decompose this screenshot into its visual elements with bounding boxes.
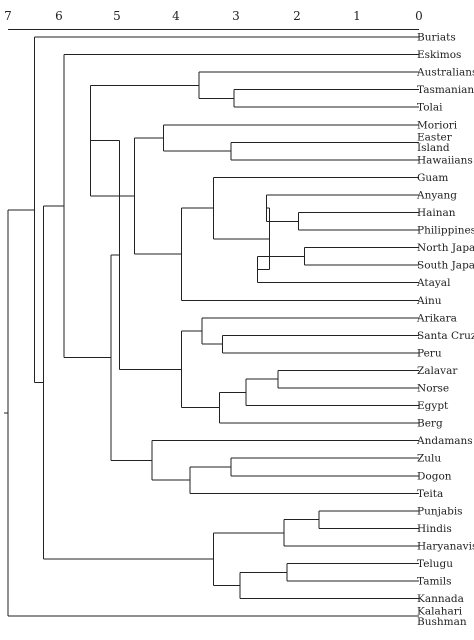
leaf-label-line: Egypt xyxy=(417,400,449,412)
leaf-label-easter-island: Easter Island xyxy=(417,132,453,155)
leaf-label-punjabis: Punjabis xyxy=(417,505,463,517)
leaf-label-line: Santa Cruz xyxy=(417,330,474,342)
leaf-label-line: Bushman xyxy=(417,616,467,628)
leaf-label-ainu: Ainu xyxy=(416,295,442,307)
leaf-label-kannada: Kannada xyxy=(417,593,464,605)
leaf-label-line: Anyang xyxy=(416,190,457,202)
leaf-label-line: Moriori xyxy=(417,119,458,131)
leaf-label-philippines: Philippines xyxy=(417,225,474,237)
leaf-label-tasmanians: Tasmanians xyxy=(417,84,474,96)
leaf-label-moriori: Moriori xyxy=(417,119,458,131)
leaf-label-santa-cruz: Santa Cruz xyxy=(417,330,474,342)
leaf-label-peru: Peru xyxy=(417,347,442,359)
leaf-label-eskimos: Eskimos xyxy=(417,49,461,61)
leaf-label-line: Andamans xyxy=(416,435,473,447)
leaf-label-arikara: Arikara xyxy=(416,312,457,324)
leaf-label-line: Tamils xyxy=(417,576,452,588)
leaf-label-australians: Australians xyxy=(416,67,474,79)
leaf-labels: Buriats Eskimos Australians Tasmanians Tolai… xyxy=(416,32,474,628)
leaf-label-telugu: Telugu xyxy=(417,558,453,570)
tree-edges xyxy=(4,36,419,617)
leaf-label-line: Australians xyxy=(416,67,474,79)
leaf-label-line: Ainu xyxy=(416,295,442,307)
leaf-label-line: Hainan xyxy=(417,207,456,219)
tick-label-1: 1 xyxy=(353,9,361,23)
leaf-label-line: Guam xyxy=(417,172,448,184)
leaf-label-line: Norse xyxy=(417,383,449,395)
leaf-label-south-japan: South Japan xyxy=(417,260,474,272)
tick-label-5: 5 xyxy=(113,9,121,23)
leaf-label-line: Buriats xyxy=(417,32,456,44)
leaf-label-line: Telugu xyxy=(417,558,453,570)
leaf-label-line: Island xyxy=(417,142,450,154)
leaf-label-andamans: Andamans xyxy=(416,435,473,447)
leaf-label-dogon: Dogon xyxy=(417,470,452,482)
leaf-label-berg: Berg xyxy=(417,418,443,430)
leaf-label-line: Kalahari xyxy=(417,605,463,617)
leaf-label-atayal: Atayal xyxy=(416,277,451,289)
leaf-label-line: Philippines xyxy=(417,225,474,237)
leaf-label-line: Haryanavis xyxy=(417,541,474,553)
leaf-label-zalavar: Zalavar xyxy=(417,365,458,377)
leaf-label-line: Atayal xyxy=(416,277,451,289)
leaf-label-line: Berg xyxy=(417,418,443,430)
leaf-label-zulu: Zulu xyxy=(417,453,441,465)
leaf-label-hawaiians: Hawaiians xyxy=(417,154,473,166)
leaf-label-line: Peru xyxy=(417,347,442,359)
leaf-label-guam: Guam xyxy=(417,172,448,184)
leaf-label-kalahari-bushman: Kalahari Bushman xyxy=(417,605,467,628)
leaf-label-line: Arikara xyxy=(416,312,457,324)
distance-axis: 7 6 5 4 3 2 1 0 xyxy=(4,9,423,30)
leaf-label-line: Zalavar xyxy=(417,365,458,377)
leaf-label-hindis: Hindis xyxy=(417,523,452,535)
tick-label-0: 0 xyxy=(415,9,423,23)
leaf-label-haryanavis: Haryanavis xyxy=(417,541,474,553)
leaf-label-tolai: Tolai xyxy=(417,102,443,114)
leaf-label-buriats: Buriats xyxy=(417,32,456,44)
leaf-label-egypt: Egypt xyxy=(417,400,449,412)
leaf-label-line: Zulu xyxy=(417,453,441,465)
tick-label-2: 2 xyxy=(293,9,301,23)
leaf-label-tamils: Tamils xyxy=(417,576,452,588)
leaf-label-line: Kannada xyxy=(417,593,464,605)
tick-label-6: 6 xyxy=(55,9,63,23)
leaf-label-line: South Japan xyxy=(417,260,474,272)
leaf-label-line: North Japan xyxy=(417,242,474,254)
leaf-label-north-japan: North Japan xyxy=(417,242,474,254)
tick-label-3: 3 xyxy=(232,9,240,23)
leaf-label-norse: Norse xyxy=(417,383,449,395)
leaf-label-line: Tasmanians xyxy=(417,84,474,96)
leaf-label-line: Dogon xyxy=(417,470,452,482)
leaf-label-line: Easter xyxy=(417,132,453,144)
leaf-label-line: Punjabis xyxy=(417,505,463,517)
leaf-label-line: Teita xyxy=(417,488,443,500)
tick-label-4: 4 xyxy=(172,9,180,23)
tick-label-7: 7 xyxy=(4,9,12,23)
leaf-label-line: Eskimos xyxy=(417,49,461,61)
leaf-label-hainan: Hainan xyxy=(417,207,456,219)
leaf-label-line: Tolai xyxy=(417,102,443,114)
leaf-label-line: Hawaiians xyxy=(417,154,473,166)
leaf-label-teita: Teita xyxy=(417,488,443,500)
leaf-label-line: Hindis xyxy=(417,523,452,535)
leaf-label-anyang: Anyang xyxy=(416,190,457,202)
